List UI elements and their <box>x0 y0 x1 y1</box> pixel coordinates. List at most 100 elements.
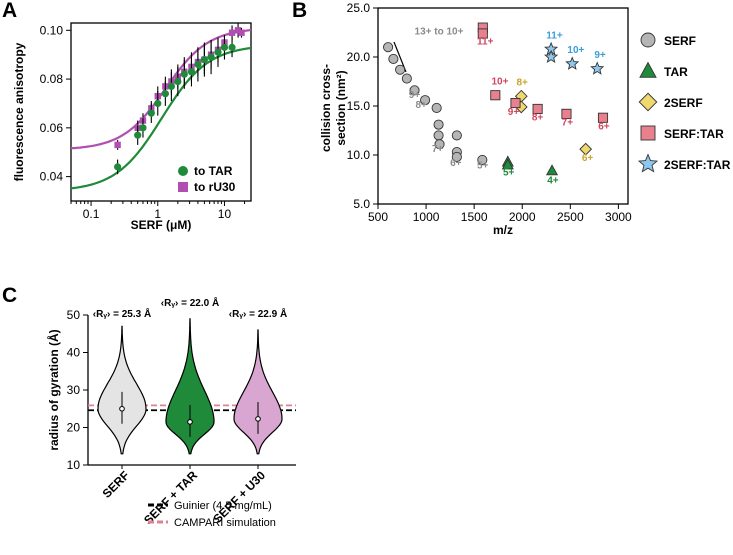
legend-label-campari: CAMPARI simulation <box>174 517 276 529</box>
b-charge-label: 6+ <box>450 158 462 169</box>
panel-a-ylabel: fluorescence anisotropy <box>12 42 26 181</box>
c-median-marker <box>187 419 193 425</box>
b-point-serf <box>383 42 394 53</box>
a-fit-curve-0 <box>70 46 252 190</box>
b-point-serf <box>434 139 445 150</box>
b-charge-label: 9+ <box>409 90 421 101</box>
b-charge-label: 13+ to 10+ <box>415 26 464 37</box>
b-charge-label: 10+ <box>491 76 508 87</box>
b-legend-label-2serf-tar: 2SERF:TAR <box>664 158 731 172</box>
b-charge-label: 9+ <box>594 50 606 61</box>
c-median-marker <box>119 405 125 412</box>
panel-b: 500 1000 1500 2000 2500 3000 5.0 10.0 15.0 20.0 25… <box>319 1 731 237</box>
c-ytick-label: 40 <box>67 346 81 360</box>
b-point-serf-tar <box>597 112 609 123</box>
b-point-serf-tar <box>477 28 488 39</box>
b-xtick-label: 2500 <box>557 210 584 224</box>
panel-label-a: A <box>2 0 17 22</box>
b-charge-label: 10+ <box>567 45 584 56</box>
c-rg-annotation-2: ‹Rᵧ› = 22.9 Å <box>229 307 287 320</box>
b-legend-label-tar: TAR <box>664 65 688 79</box>
panel-b-legend: SERF TAR 2SERF SERF:TAR 2SERF:TAR <box>637 32 731 173</box>
b-xtick-label: 2000 <box>509 210 536 224</box>
b-xtick-label: 1000 <box>413 210 440 224</box>
c-xtick-label: SERF <box>100 468 133 501</box>
b-legend-marker-serf <box>640 32 656 48</box>
b-point-serf <box>388 53 399 65</box>
b-legend-label-2serf: 2SERF <box>664 96 703 110</box>
a-ytick-label: 0.06 <box>40 121 64 135</box>
c-median-marker <box>255 416 261 422</box>
a-point-tar <box>187 68 196 76</box>
a-point-ru30 <box>234 27 242 34</box>
b-charge-label: 11+ <box>477 36 494 47</box>
b-point-serf-tar <box>532 103 543 114</box>
a-point-tar <box>228 43 236 51</box>
b-charge-label: 8+ <box>532 113 544 124</box>
b-xtick-label: 1500 <box>461 210 488 224</box>
b-ytick-label: 10.0 <box>347 148 371 162</box>
a-ytick-label: 0.04 <box>40 170 64 184</box>
panel-c-ylabel: radius of gyration (Å) <box>46 329 61 450</box>
b-point-tar <box>501 158 514 170</box>
a-point-ru30 <box>238 29 245 36</box>
legend-marker-to-tar <box>178 166 188 176</box>
b-charge-label: 4+ <box>547 175 559 186</box>
b-legend-marker-serf-tar <box>640 125 656 141</box>
a-xtick-label: 0.1 <box>83 207 100 221</box>
a-point-tar <box>167 82 175 90</box>
b-point-serf <box>451 151 462 163</box>
a-point-tar <box>161 90 169 98</box>
panel-a-frame <box>70 22 252 202</box>
panel-a-legend: to TAR to rU30 <box>178 164 236 194</box>
b-charge-label: 9+ <box>508 107 520 118</box>
legend-label-to-ru30: to rU30 <box>194 180 236 194</box>
c-ytick-label: 10 <box>67 458 81 472</box>
c-violin-1 <box>165 318 215 455</box>
b-point-serf <box>433 130 444 141</box>
panel-label-c: C <box>2 284 17 307</box>
a-point-ru30 <box>228 29 236 36</box>
panel-b-ylabel-line2: section (nm²) <box>334 70 348 145</box>
legend-marker-to-ru30 <box>178 182 188 192</box>
legend-label-guinier: Guinier (4.5 mg/mL) <box>174 500 272 512</box>
b-point-tar <box>545 164 559 176</box>
b-charge-label: 8+ <box>516 77 528 88</box>
b-point-serf-tar <box>561 108 572 119</box>
b-ytick-label: 25.0 <box>347 1 371 15</box>
b-legend-marker-2serf <box>638 92 658 112</box>
c-violin-2 <box>233 329 283 455</box>
c-violin-0 <box>97 325 147 455</box>
b-point-serf <box>409 85 420 96</box>
b-charge-label: 7+ <box>562 118 574 129</box>
b-legend-label-serf-tar: SERF:TAR <box>664 127 724 141</box>
b-point-serf <box>395 64 406 75</box>
b-point-serf-tar <box>490 90 501 101</box>
a-point-tar <box>220 43 229 51</box>
c-ytick-label: 20 <box>67 421 81 435</box>
b-point-serf-tar <box>510 98 521 109</box>
a-point-tar <box>180 70 188 78</box>
b-charge-label: 8+ <box>416 100 428 111</box>
b-ytick-label: 15.0 <box>347 99 371 113</box>
b-xtick-label: 500 <box>368 210 388 224</box>
a-point-tar <box>194 60 202 69</box>
panel-a: 0.1 1 10 0.04 0.06 0.08 0.10 SERF (μM) fluores… <box>12 22 252 232</box>
b-charge-label: 11+ <box>546 30 563 41</box>
a-point-ru30 <box>114 141 121 149</box>
c-rg-annotation-0: ‹Rᵧ› = 25.3 Å <box>93 307 151 320</box>
c-ytick-label: 50 <box>67 308 81 322</box>
a-point-tar <box>114 163 122 171</box>
panel-a-xlabel: SERF (μM) <box>131 218 192 232</box>
a-point-tar <box>147 109 155 117</box>
a-ytick-label: 0.10 <box>40 23 64 37</box>
a-point-tar <box>200 55 208 64</box>
c-rg-annotation-1: ‹Rᵧ› = 22.0 Å <box>161 296 219 309</box>
b-charge-label: 5+ <box>503 168 515 179</box>
a-point-tar <box>214 48 222 56</box>
a-xtick-label: 1 <box>154 207 161 221</box>
b-charge-label: 6+ <box>582 153 594 164</box>
b-ytick-label: 20.0 <box>347 50 371 64</box>
